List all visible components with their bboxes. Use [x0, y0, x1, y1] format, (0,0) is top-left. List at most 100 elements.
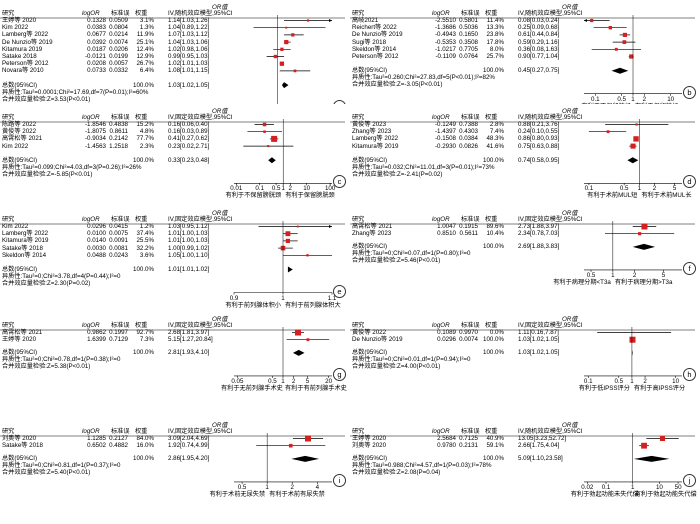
favor-left-label: 有利于勃起功能未失代偿 [570, 490, 639, 498]
favor-left-label: 有利于不保留膀胱颈 [225, 192, 282, 200]
panel-label: f [683, 261, 696, 275]
study-name: 刘奥等 2020 [2, 435, 37, 442]
study-point-marker [633, 136, 639, 142]
column-header-or-top: OR值 [562, 108, 578, 115]
x-tick-label: 1 [281, 185, 285, 193]
study-logor: -1.3686 [435, 24, 456, 32]
study-weight: 77.7% [136, 135, 154, 143]
favor-left-label: 有利于无前列腺手术史 [221, 384, 283, 392]
study-weight: 17.8% [486, 38, 504, 46]
study-or-ci: 0.16[0.06,0.40] [168, 121, 210, 128]
study-logor: 0.0677 [87, 31, 106, 39]
study-se: 0.7129 [109, 336, 128, 344]
x-tick-label: 0.5 [268, 377, 277, 385]
study-or-ci: 1.03[1.02,1.05] [518, 336, 560, 344]
x-tick-label: 4 [315, 483, 320, 491]
study-name: Zhang等 2023 [352, 230, 392, 238]
total-or-ci: 0.33[0.23,0.48] [168, 156, 210, 164]
study-se: 0.2131 [459, 442, 478, 450]
forest-panel-i: 研究 logOR 标准误 权重 OR值 IV,固定效应模型,95%CI 刘奥等 2020 1.… [0, 420, 350, 524]
study-weight: 10.4% [486, 230, 504, 238]
pooled-diamond [281, 82, 289, 89]
x-tick-label: 0.1 [584, 185, 594, 193]
column-header-method: IV,随机效应模型,95%CI [518, 10, 583, 17]
study-point-marker [285, 231, 291, 237]
forest-plot-graphics [350, 15, 695, 96]
study-or-ci: 1.03[0.95,1.12] [168, 223, 210, 230]
study-or-ci: 1.02[0.98,1.06] [168, 45, 210, 53]
study-logor: -1.8546 [85, 121, 106, 128]
ci-arrow-right [329, 19, 332, 22]
column-header-study: 研究 [352, 114, 365, 121]
study-point-marker [633, 331, 635, 334]
study-point-marker [590, 18, 594, 23]
total-weight: 100.0% [133, 455, 154, 463]
study-se: 1.2518 [109, 142, 128, 150]
study-logor: -0.2930 [435, 142, 456, 150]
study-logor: 0.0733 [87, 67, 106, 75]
favor-right-label: 有利于有前列腺手术史 [285, 384, 347, 392]
study-point-marker [622, 40, 627, 44]
total-or-ci: 2.81[1.93,4.10] [168, 349, 210, 357]
study-se: 0.0081 [109, 244, 128, 252]
study-name: 王婷等 2020 [2, 17, 37, 24]
overall-effect-text: 合并效应量检验:Z=2.08(P=0.04) [352, 469, 441, 477]
study-logor: 0.0187 [87, 45, 106, 53]
total-weight: 100.0% [133, 266, 154, 273]
study-se: 0.5611 [459, 230, 478, 238]
column-header-weight: 权重 [135, 216, 148, 223]
total-weight: 100.0% [133, 81, 154, 89]
column-header-se: 标准误 [461, 114, 480, 121]
study-point-marker [280, 47, 284, 51]
column-header-weight: 权重 [485, 216, 498, 223]
column-header-weight: 权重 [485, 114, 498, 121]
forest-plot-graphics [0, 119, 345, 186]
study-logor: -0.9034 [85, 135, 106, 143]
x-tick-label: 1 [611, 271, 615, 279]
study-or-ci: 0.24[0.10,0.55] [518, 128, 560, 136]
study-se: 0.8611 [109, 128, 128, 136]
study-se: 0.0091 [109, 237, 128, 245]
total-weight: 100.0% [483, 156, 504, 164]
total-label: 总数(95%CI) [352, 349, 388, 357]
study-name: De Nunzio等 2019 [352, 31, 403, 39]
study-or-ci: 2.73[1.88,3.97] [518, 223, 560, 230]
study-se: 0.0415 [109, 223, 128, 230]
x-tick-label: 0.5 [586, 271, 596, 279]
study-se: 0.7705 [459, 45, 478, 53]
column-header-or-top: OR值 [212, 4, 228, 11]
overall-effect-text: 合并效应量检验:Z=-2.41(P=0.02) [352, 170, 443, 178]
panel-label: d [683, 175, 696, 189]
favor-right-label: 有利于保留神经 [635, 103, 678, 104]
study-or-ci: 0.08[0.03,0.24] [518, 17, 560, 24]
study-name: 王婷等 2020 [352, 435, 387, 442]
study-or-ci: 1.11[0.16,7.87] [518, 329, 559, 336]
study-weight: 7.4% [489, 128, 504, 136]
study-point-marker [285, 238, 291, 244]
study-point-marker [306, 254, 309, 257]
column-header-se: 标准误 [461, 10, 480, 17]
study-name: Lamberg等 2022 [352, 135, 399, 143]
study-logor: -2.5510 [435, 17, 456, 24]
pooled-diamond [293, 349, 305, 356]
study-name: Skeldon等 2014 [352, 45, 397, 53]
study-logor: 0.0208 [87, 60, 106, 68]
study-point-marker [267, 145, 270, 148]
study-weight: 84.0% [136, 435, 154, 442]
column-header-or-top: OR值 [212, 422, 228, 429]
study-se: 0.9970 [459, 329, 478, 336]
study-or-ci: 1.07[1.03,1.12] [168, 31, 210, 39]
overall-effect-text: 合并效应量检验:Z=-5.85(P<0.01) [2, 170, 93, 178]
study-name: Kim 2022 [2, 223, 29, 230]
study-or-ci: 0.61[0.44,0.84] [518, 31, 560, 39]
study-weight: 13.3% [486, 24, 504, 32]
study-weight: 25.7% [486, 53, 504, 60]
forest-plot-graphics [0, 221, 345, 295]
study-or-ci: 0.75[0.63,0.88] [518, 142, 560, 150]
column-header-se: 标准误 [461, 216, 480, 223]
study-name: 高霄松等 2021 [2, 329, 43, 336]
study-name: Kitamura 2019 [2, 45, 43, 53]
column-header-method: IV,固定效应模型,95%CI [168, 322, 233, 329]
study-se: 0.0057 [109, 60, 128, 68]
study-se: 0.0074 [109, 38, 128, 46]
